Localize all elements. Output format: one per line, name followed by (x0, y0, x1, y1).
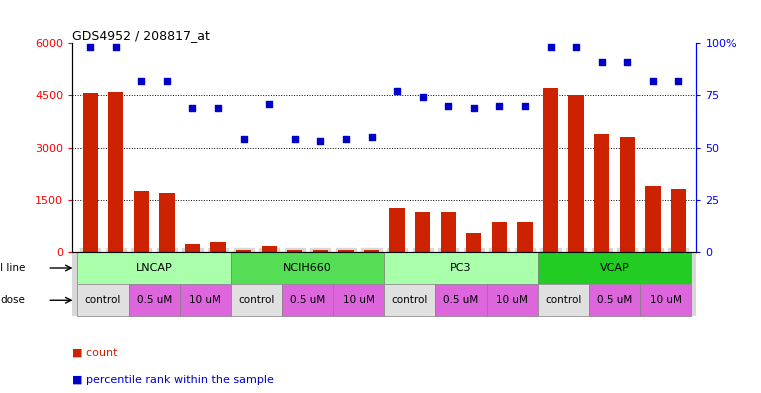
Text: LNCAP: LNCAP (135, 263, 173, 273)
Bar (282, 284, 333, 316)
Text: ■ count: ■ count (72, 348, 118, 358)
Point (135, 78, 148, 84)
Point (212, 105, 224, 111)
Bar (517, 222, 533, 252)
Bar (543, 88, 559, 252)
Bar (339, 250, 354, 252)
Bar (236, 250, 251, 252)
Bar (231, 284, 282, 316)
Bar (390, 208, 405, 252)
Point (161, 78, 173, 84)
Bar (594, 134, 610, 252)
Text: control: control (84, 295, 121, 305)
Point (263, 101, 275, 107)
Bar (441, 212, 456, 252)
Text: 0.5 uM: 0.5 uM (136, 295, 172, 305)
Point (493, 103, 505, 109)
Bar (568, 95, 584, 252)
Point (468, 105, 480, 111)
Point (314, 138, 326, 145)
Text: GDS4952 / 208817_at: GDS4952 / 208817_at (72, 29, 210, 42)
Bar (466, 233, 482, 252)
Point (621, 59, 633, 65)
Bar (210, 242, 226, 252)
Bar (538, 284, 589, 316)
Bar (589, 284, 640, 316)
Text: 0.5 uM: 0.5 uM (444, 295, 479, 305)
Text: dose: dose (1, 295, 25, 305)
Bar (486, 284, 538, 316)
Bar (180, 284, 231, 316)
Text: 0.5 uM: 0.5 uM (597, 295, 632, 305)
Text: ■ percentile rank within the sample: ■ percentile rank within the sample (72, 375, 274, 385)
Point (340, 136, 352, 142)
Bar (134, 191, 149, 252)
Text: control: control (238, 295, 275, 305)
Bar (645, 186, 661, 252)
Point (596, 59, 608, 65)
Point (84, 44, 97, 51)
Bar (670, 189, 686, 252)
Point (519, 103, 531, 109)
Text: PC3: PC3 (451, 263, 472, 273)
Bar (287, 250, 302, 252)
Bar (492, 222, 507, 252)
Point (570, 44, 582, 51)
Bar (108, 92, 123, 252)
Point (186, 105, 199, 111)
Point (110, 44, 122, 51)
Point (391, 88, 403, 94)
Bar (78, 252, 231, 284)
Text: NCIH660: NCIH660 (283, 263, 332, 273)
Point (237, 136, 250, 142)
Bar (364, 250, 379, 252)
Bar (129, 284, 180, 316)
Point (442, 103, 454, 109)
Bar (313, 250, 328, 252)
Point (647, 78, 659, 84)
Bar (231, 252, 384, 284)
Bar (185, 244, 200, 252)
Bar (435, 284, 486, 316)
Text: 10 uM: 10 uM (342, 295, 374, 305)
Text: cell line: cell line (0, 263, 25, 273)
Bar (384, 252, 538, 284)
Bar (159, 193, 174, 252)
Bar (82, 93, 98, 252)
Bar (384, 284, 435, 316)
Bar (619, 137, 635, 252)
Text: control: control (545, 295, 581, 305)
Bar (415, 212, 430, 252)
Bar (538, 252, 691, 284)
Point (365, 134, 377, 140)
Bar (333, 284, 384, 316)
Text: VCAP: VCAP (600, 263, 629, 273)
Bar (78, 284, 129, 316)
Text: 10 uM: 10 uM (496, 295, 528, 305)
Point (544, 44, 556, 51)
Bar (262, 246, 277, 252)
Text: control: control (392, 295, 428, 305)
Point (672, 78, 684, 84)
Bar (640, 284, 691, 316)
Point (288, 136, 301, 142)
Point (416, 94, 428, 101)
Text: 0.5 uM: 0.5 uM (290, 295, 325, 305)
Text: 10 uM: 10 uM (189, 295, 221, 305)
Text: 10 uM: 10 uM (650, 295, 682, 305)
